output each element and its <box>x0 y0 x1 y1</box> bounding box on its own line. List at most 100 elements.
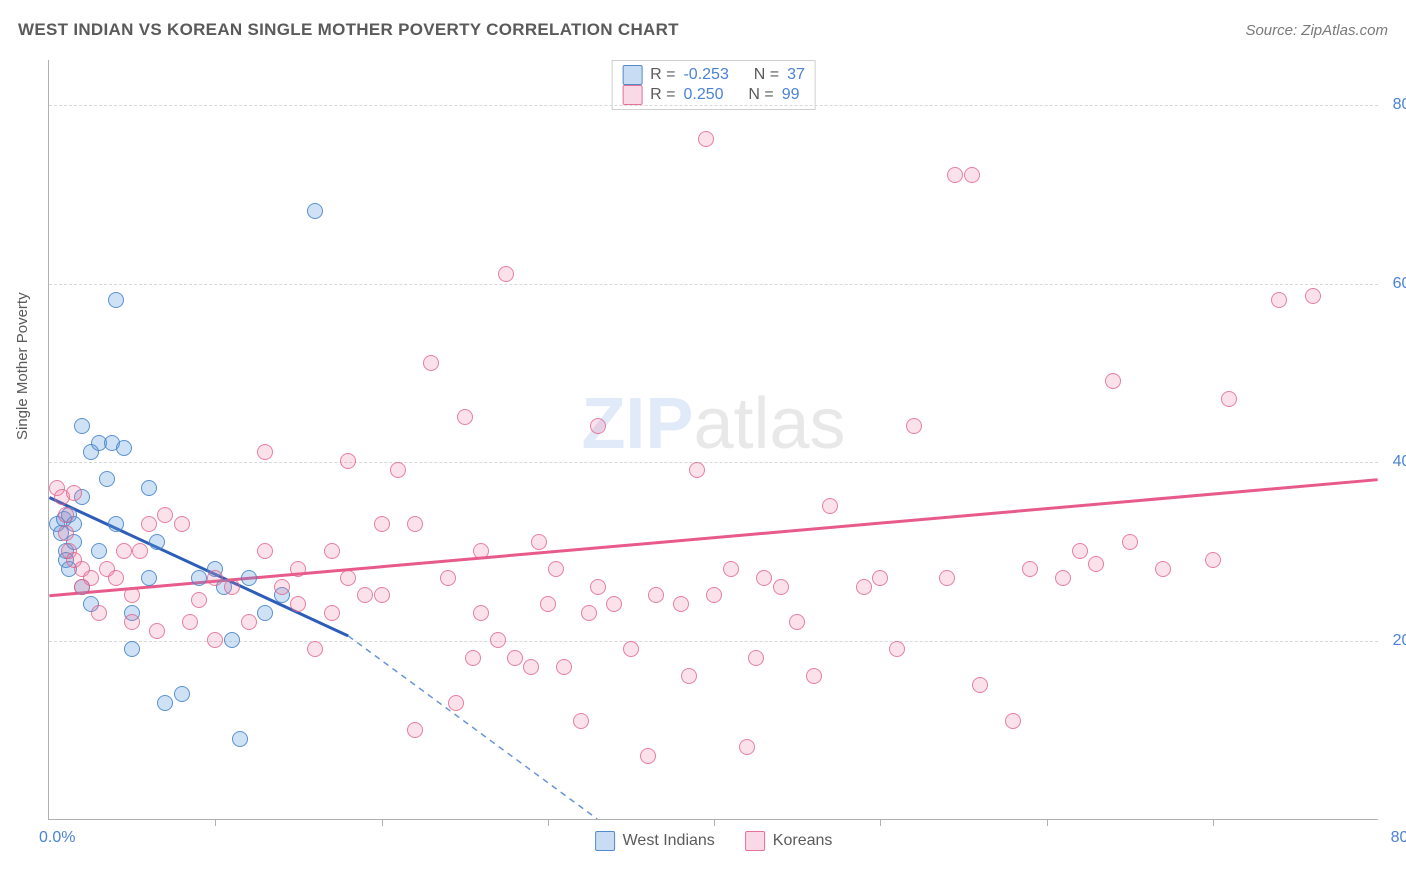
scatter-point-west_indians <box>149 534 165 550</box>
x-tick <box>215 819 216 826</box>
scatter-point-koreans <box>507 650 523 666</box>
y-tick-label: 40.0% <box>1393 453 1406 471</box>
scatter-point-koreans <box>132 543 148 559</box>
scatter-point-koreans <box>623 641 639 657</box>
scatter-point-koreans <box>407 516 423 532</box>
legend-correlation: R = -0.253 N = 37 R = 0.250 N = 99 <box>611 60 816 110</box>
scatter-point-koreans <box>241 614 257 630</box>
scatter-point-koreans <box>340 453 356 469</box>
scatter-point-west_indians <box>241 570 257 586</box>
scatter-point-west_indians <box>124 641 140 657</box>
scatter-point-koreans <box>673 596 689 612</box>
scatter-point-west_indians <box>157 695 173 711</box>
scatter-point-koreans <box>906 418 922 434</box>
scatter-point-koreans <box>748 650 764 666</box>
legend-swatch-west-indians <box>595 831 615 851</box>
scatter-point-koreans <box>257 543 273 559</box>
scatter-point-koreans <box>1005 713 1021 729</box>
scatter-point-koreans <box>540 596 556 612</box>
scatter-point-koreans <box>1122 534 1138 550</box>
scatter-point-koreans <box>448 695 464 711</box>
scatter-point-koreans <box>440 570 456 586</box>
x-tick <box>1047 819 1048 826</box>
scatter-point-west_indians <box>108 516 124 532</box>
scatter-point-koreans <box>374 587 390 603</box>
watermark: ZIPatlas <box>581 383 845 465</box>
scatter-point-koreans <box>324 605 340 621</box>
scatter-point-koreans <box>423 355 439 371</box>
scatter-point-koreans <box>224 579 240 595</box>
scatter-point-koreans <box>548 561 564 577</box>
gridline <box>49 641 1378 642</box>
scatter-point-koreans <box>573 713 589 729</box>
scatter-point-koreans <box>972 677 988 693</box>
scatter-point-koreans <box>872 570 888 586</box>
scatter-point-koreans <box>307 641 323 657</box>
scatter-point-koreans <box>465 650 481 666</box>
scatter-point-koreans <box>1221 391 1237 407</box>
scatter-point-koreans <box>531 534 547 550</box>
scatter-point-koreans <box>174 516 190 532</box>
scatter-point-koreans <box>1105 373 1121 389</box>
scatter-point-koreans <box>689 462 705 478</box>
scatter-point-koreans <box>116 543 132 559</box>
scatter-point-koreans <box>581 605 597 621</box>
gridline <box>49 284 1378 285</box>
scatter-point-west_indians <box>141 570 157 586</box>
gridline <box>49 462 1378 463</box>
scatter-point-koreans <box>822 498 838 514</box>
scatter-point-koreans <box>290 596 306 612</box>
legend-swatch-koreans <box>745 831 765 851</box>
scatter-point-west_indians <box>91 543 107 559</box>
scatter-point-koreans <box>207 632 223 648</box>
gridline <box>49 105 1378 106</box>
scatter-point-koreans <box>182 614 198 630</box>
scatter-point-koreans <box>773 579 789 595</box>
scatter-point-koreans <box>706 587 722 603</box>
scatter-point-koreans <box>590 579 606 595</box>
scatter-point-koreans <box>1022 561 1038 577</box>
scatter-point-koreans <box>124 587 140 603</box>
legend-swatch-west-indians <box>622 65 642 85</box>
scatter-point-koreans <box>473 543 489 559</box>
y-axis-label: Single Mother Poverty <box>14 292 31 440</box>
scatter-point-west_indians <box>174 686 190 702</box>
scatter-point-koreans <box>723 561 739 577</box>
legend-row: R = -0.253 N = 37 <box>622 65 805 85</box>
scatter-point-koreans <box>640 748 656 764</box>
scatter-point-koreans <box>108 570 124 586</box>
scatter-point-koreans <box>149 623 165 639</box>
scatter-point-koreans <box>357 587 373 603</box>
x-axis-min-label: 0.0% <box>39 829 75 847</box>
legend-series: West Indians Koreans <box>595 831 833 851</box>
x-tick <box>548 819 549 826</box>
scatter-point-koreans <box>939 570 955 586</box>
scatter-point-koreans <box>58 525 74 541</box>
scatter-point-west_indians <box>108 292 124 308</box>
x-tick <box>880 819 881 826</box>
scatter-point-koreans <box>490 632 506 648</box>
scatter-point-west_indians <box>99 471 115 487</box>
trend-lines <box>49 60 1378 819</box>
x-tick <box>382 819 383 826</box>
scatter-point-koreans <box>257 444 273 460</box>
scatter-point-west_indians <box>74 418 90 434</box>
scatter-point-koreans <box>390 462 406 478</box>
chart-title: WEST INDIAN VS KOREAN SINGLE MOTHER POVE… <box>18 20 679 40</box>
scatter-point-koreans <box>1088 556 1104 572</box>
scatter-point-koreans <box>340 570 356 586</box>
scatter-point-koreans <box>523 659 539 675</box>
scatter-point-koreans <box>606 596 622 612</box>
scatter-point-koreans <box>191 592 207 608</box>
scatter-point-koreans <box>648 587 664 603</box>
scatter-point-west_indians <box>141 480 157 496</box>
scatter-point-koreans <box>407 722 423 738</box>
scatter-point-koreans <box>207 570 223 586</box>
scatter-point-koreans <box>124 614 140 630</box>
legend-swatch-koreans <box>622 85 642 105</box>
scatter-point-koreans <box>556 659 572 675</box>
y-tick-label: 60.0% <box>1393 275 1406 293</box>
scatter-point-koreans <box>498 266 514 282</box>
scatter-point-west_indians <box>307 203 323 219</box>
x-axis-max-label: 80.0% <box>1391 829 1406 847</box>
